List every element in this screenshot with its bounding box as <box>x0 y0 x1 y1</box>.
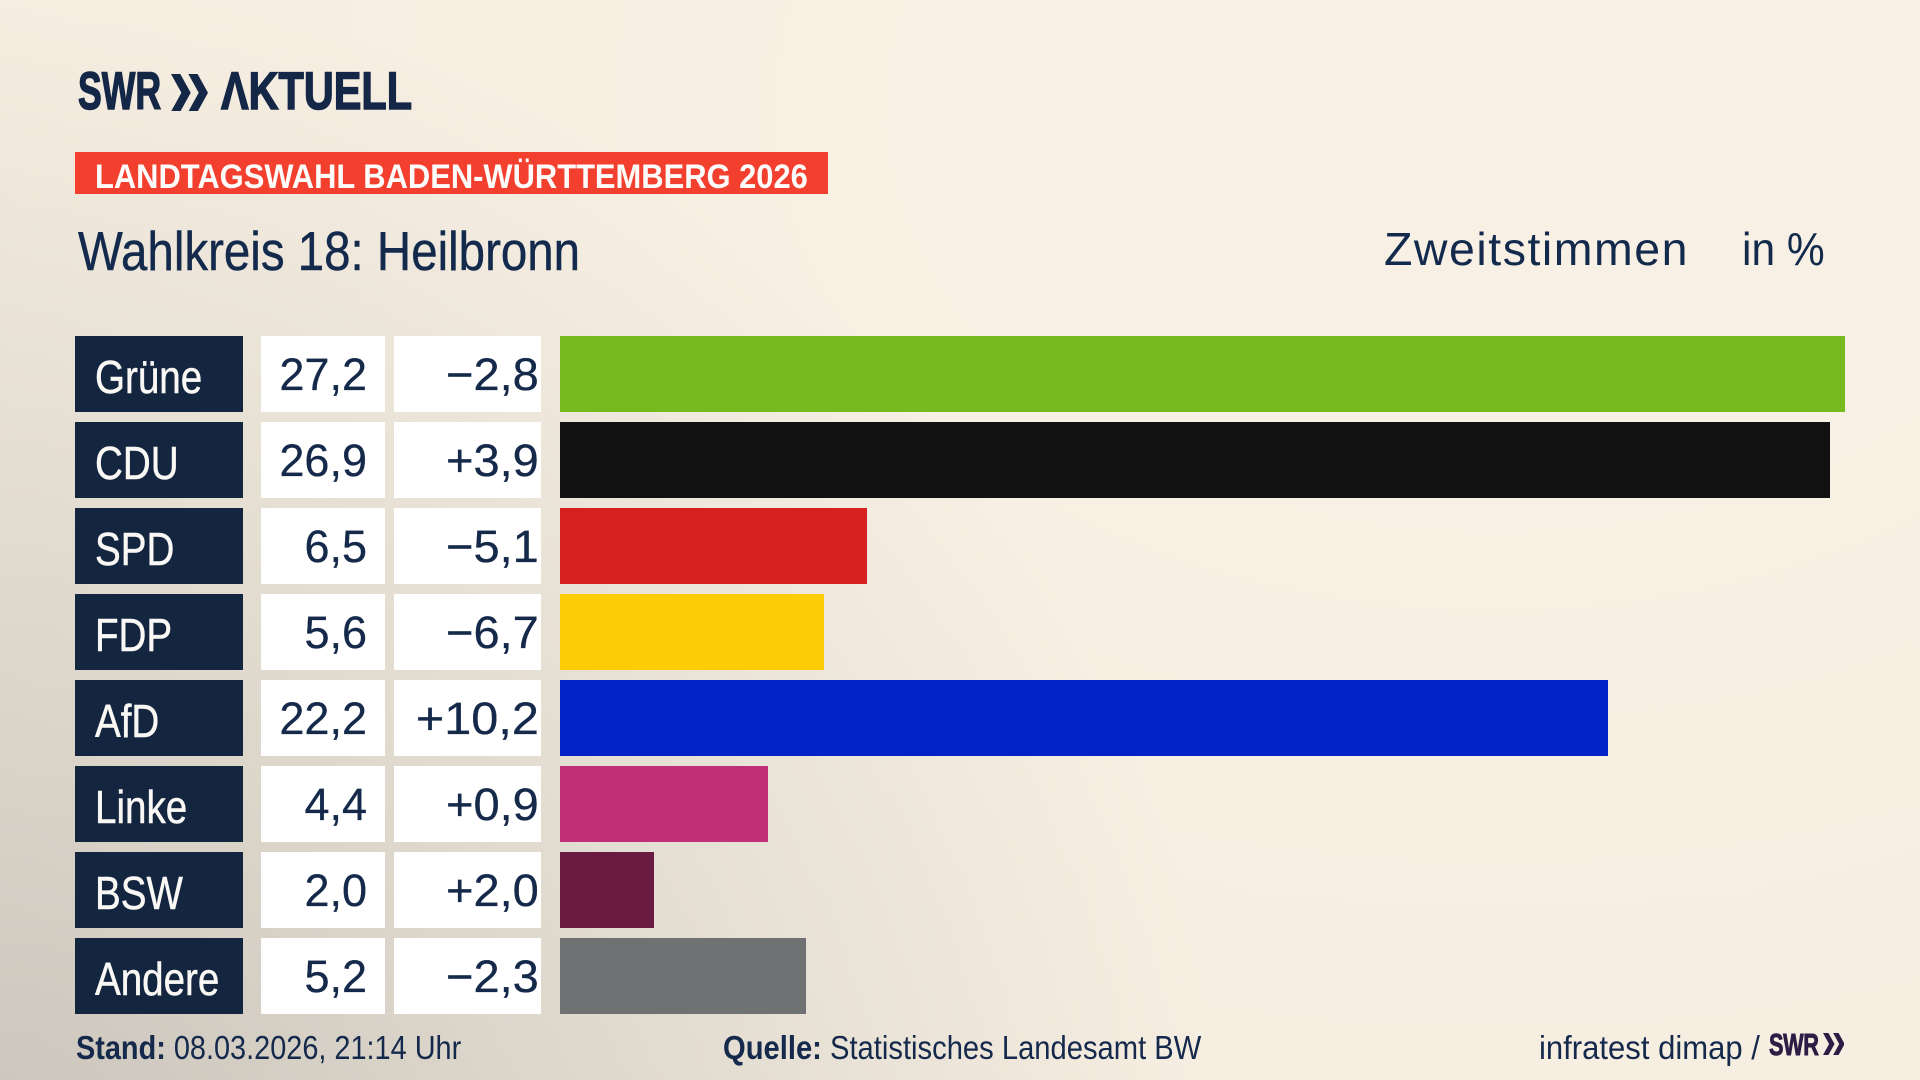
svg-text:SWR: SWR <box>1769 1033 1819 1056</box>
